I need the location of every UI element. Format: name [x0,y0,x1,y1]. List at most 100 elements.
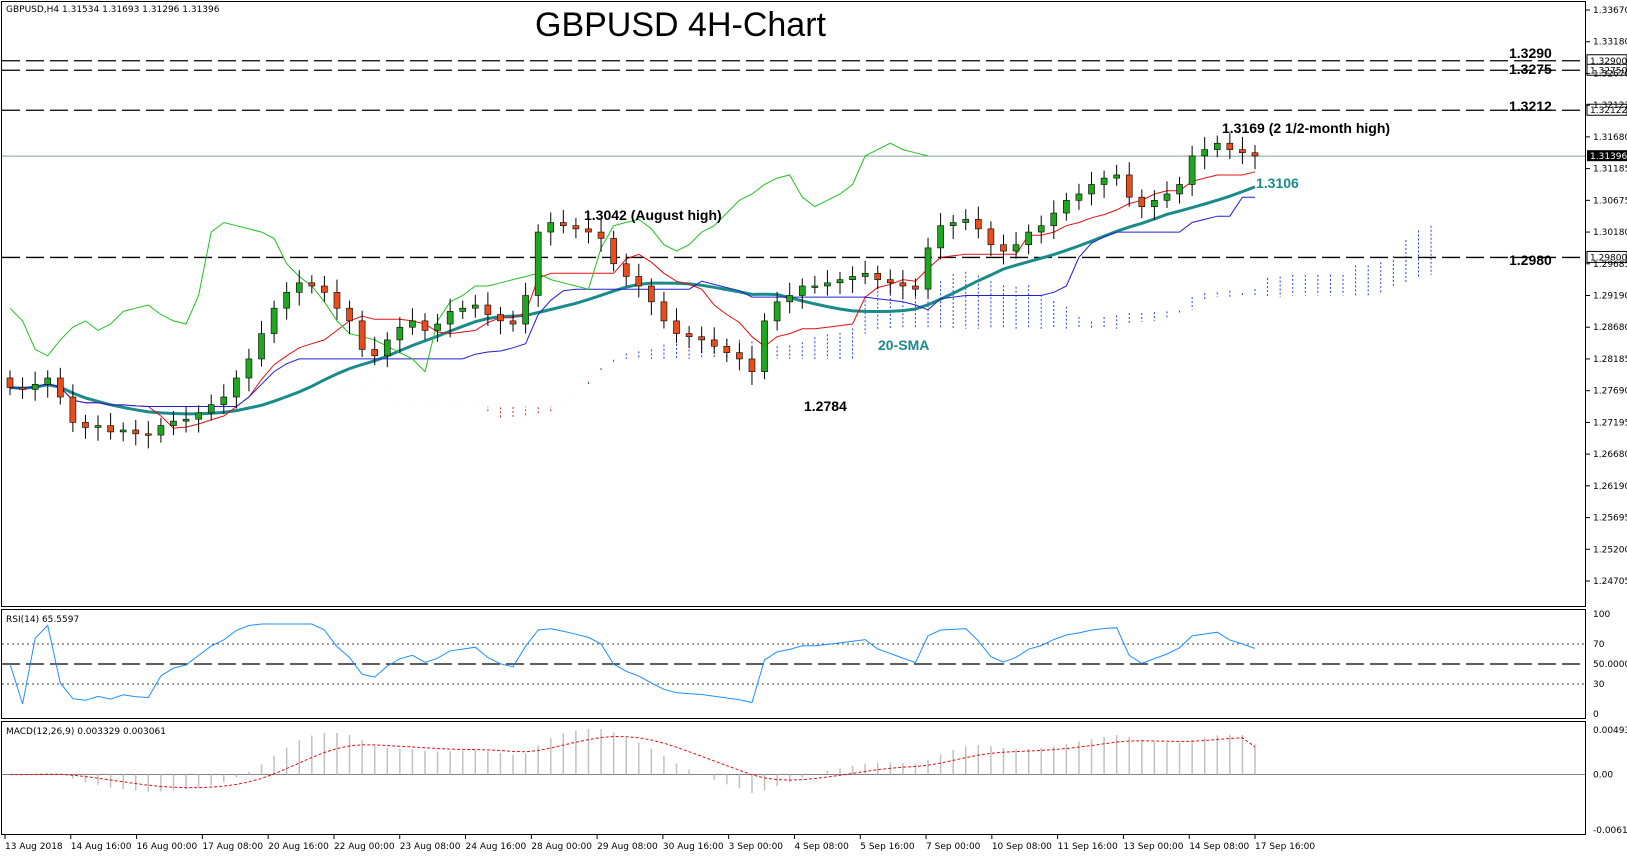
annotation-sma-label: 20-SMA [878,337,929,353]
candle-bull [170,420,177,426]
candle-bull [258,333,265,360]
candle-bull [786,295,793,303]
tenkan-line [9,171,1256,429]
time-tick-label: 17 Sep 16:00 [1255,842,1315,852]
price-tick-label: 1.24705 [1593,577,1627,587]
price-tick-label: 1.32670 [1593,69,1627,79]
candle-bull [1113,174,1120,179]
candle-bear [673,320,680,334]
candle-bull [446,311,454,325]
rsi-tick-label: 0 [1593,710,1599,720]
candle-bear [874,272,882,280]
candle-bull [94,425,102,428]
candle-bull [44,377,52,385]
time-tick-label: 11 Sep 16:00 [1058,842,1118,852]
candle-bear [610,238,617,265]
candle-bear [57,377,64,398]
candle-bull [949,222,957,227]
price-tick-label: 1.32122 [1593,101,1627,111]
annotation-sma-value: 1.3106 [1256,175,1299,191]
time-tick-label: 7 Sep 00:00 [926,842,981,852]
candle-bull [824,282,831,287]
chikou-line [9,142,929,373]
price-tick-label: 1.25695 [1593,514,1627,524]
candle-bull [1100,177,1108,185]
time-tick-label: 30 Aug 16:00 [663,842,724,852]
candle-bear [1239,149,1246,154]
candle-bear [6,377,14,388]
candle-bear [736,352,743,360]
current-price-box [1587,150,1627,162]
candle-bull [195,412,202,420]
candle-bull [849,276,856,280]
candle-bull [761,320,768,372]
candle-bull [270,307,278,334]
ichimoku-cloud [487,225,1432,418]
time-tick-label: 20 Aug 16:00 [268,842,329,852]
macd-signal-line [9,735,1256,789]
candle-bull [383,339,391,357]
time-tick-label: 29 Aug 08:00 [597,842,658,852]
candle-bull [1188,155,1196,185]
rsi-tick-label: 100 [1593,610,1610,620]
candle-bull [962,219,970,223]
candle-bear [1251,152,1259,157]
rsi-lines: 100 70 50.0000 30 0 [2,610,1627,720]
candlesticks [6,133,1259,449]
chart-title: GBPUSD 4H-Chart [535,6,827,44]
candle-bull [409,320,416,328]
candle-bull [924,247,932,290]
candle-bull [434,323,441,331]
candle-bull [283,292,290,309]
price-tick-label: 1.33670 [1593,6,1627,16]
main-panel [1,1,1586,607]
candle-bull [1012,244,1020,252]
candle-bear [585,228,592,233]
rsi-tick-label: 50.0000 [1593,660,1627,670]
rsi-panel [1,609,1586,719]
candle-bear [82,422,89,428]
candle-bull [798,285,806,296]
candle-bull [1063,200,1070,214]
candle-bull [220,396,228,405]
candle-bear [912,285,919,290]
candle-bear [1226,142,1234,150]
level-label-4: 1.2980 [1509,252,1552,268]
candle-bull [207,404,215,414]
candle-bear [333,292,341,309]
candle-bear [710,339,718,347]
price-tick-label: 1.30180 [1593,228,1627,238]
rsi-header-text: RSI(14) 65.5597 [6,615,79,625]
candle-bull [295,282,303,293]
time-tick-label: 22 Aug 00:00 [334,842,395,852]
level-price-tick: 1.32750 [1590,66,1627,76]
candle-bear [723,345,731,353]
macd-panel [1,721,1586,835]
price-tick-label: 1.29685 [1593,260,1627,270]
candle-bear [648,285,655,303]
candle-bull [396,326,404,341]
candle-bear [509,320,517,325]
indicator-lines [9,142,1256,429]
candle-bull [1213,142,1221,150]
candle-bear [321,285,328,293]
candle-bull [836,279,844,284]
candle-bull [472,304,479,309]
macd-header-text: MACD(12,26,9) 0.003329 0.003061 [6,727,166,737]
time-tick-label: 14 Sep 08:00 [1189,842,1249,852]
time-tick-label: 5 Sep 16:00 [860,842,915,852]
level-label-2: 1.3275 [1509,61,1552,77]
candle-bull [1037,225,1045,233]
candle-bull [773,301,781,322]
time-tick-label: 28 Aug 00:00 [531,842,592,852]
candle-bull [31,384,39,390]
macd-bars: 0.004934 0.00 -0.006154 [2,726,1627,836]
macd-tick-label: 0.00 [1593,771,1613,781]
annotation-august-high: 1.3042 (August high) [584,207,722,223]
candle-bull [547,222,555,233]
candle-bull [522,295,529,325]
candle-bear [421,320,429,331]
candle-bear [484,304,492,315]
time-axis: 13 Aug 2018 14 Aug 16:00 16 Aug 00:00 17 Au… [4,834,1315,852]
time-tick-label: 10 Sep 08:00 [992,842,1052,852]
